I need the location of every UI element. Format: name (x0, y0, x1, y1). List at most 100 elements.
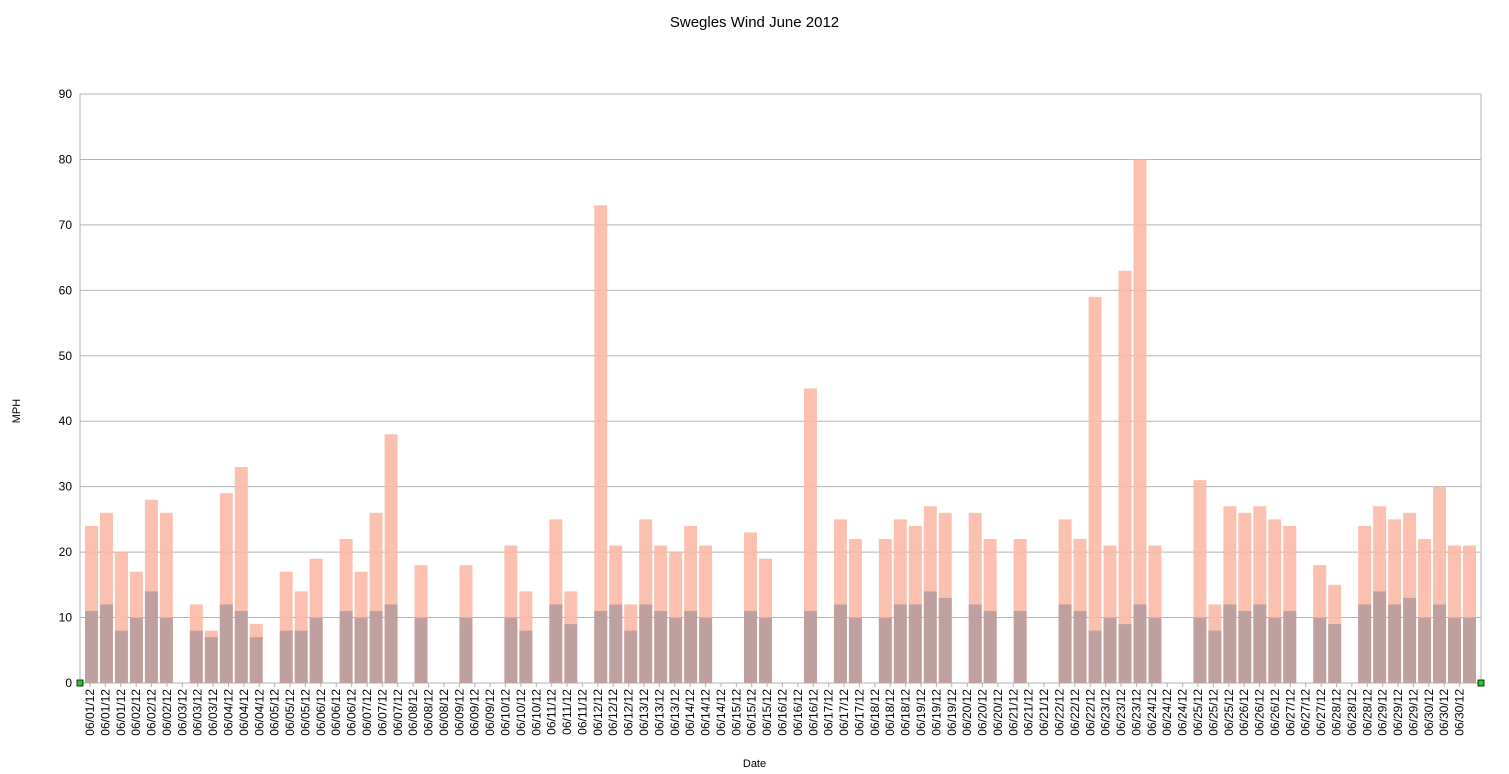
bar (1133, 159, 1147, 683)
bar (594, 205, 608, 683)
x-tick-label: 06/12/12 (591, 689, 605, 736)
bar (1208, 630, 1222, 683)
bar (369, 611, 383, 683)
x-tick-label: 06/11/12 (545, 689, 559, 735)
bar (699, 617, 713, 683)
x-tick-label: 06/27/12 (1299, 689, 1313, 736)
x-tick-label: 06/21/12 (1037, 689, 1051, 736)
bar (968, 604, 982, 683)
x-tick-label: 06/01/12 (83, 689, 97, 736)
bar (744, 611, 758, 683)
x-tick-label: 06/16/12 (776, 689, 790, 736)
bar (1283, 611, 1297, 683)
x-tick-label: 06/22/12 (1083, 689, 1097, 736)
x-tick-label: 06/05/12 (298, 689, 312, 736)
bar (1103, 617, 1117, 683)
y-tick-label: 60 (59, 283, 73, 297)
chart-title: Swegles Wind June 2012 (669, 14, 840, 31)
bar (99, 604, 113, 683)
bar (564, 624, 578, 683)
x-tick-label: 06/24/12 (1176, 689, 1190, 736)
x-tick-label: 06/23/12 (1099, 689, 1113, 736)
x-tick-label: 06/16/12 (806, 689, 820, 736)
bar (878, 617, 892, 683)
bar (1328, 624, 1342, 683)
bar (654, 611, 668, 683)
y-tick-label: 70 (59, 218, 73, 232)
x-tick-label: 06/28/12 (1330, 689, 1344, 736)
x-tick-label: 06/03/12 (191, 689, 205, 736)
x-tick-label: 06/08/12 (406, 689, 420, 736)
bar (384, 604, 398, 683)
x-tick-label: 06/04/12 (237, 689, 251, 736)
bar (519, 630, 533, 683)
axis-start-marker (76, 679, 84, 687)
bar (1118, 624, 1132, 683)
bar (684, 611, 698, 683)
x-tick-label: 06/28/12 (1345, 689, 1359, 736)
bar (1193, 617, 1207, 683)
x-tick-label: 06/10/12 (529, 689, 543, 736)
bar (249, 637, 263, 683)
x-tick-label: 06/14/12 (699, 689, 713, 736)
x-tick-label: 06/02/12 (145, 689, 159, 736)
bar (159, 617, 173, 683)
bar (848, 617, 862, 683)
bar (414, 617, 428, 683)
x-tick-label: 06/01/12 (114, 689, 128, 736)
bar (354, 617, 368, 683)
bar (1358, 604, 1372, 683)
x-tick-label: 06/13/12 (637, 689, 651, 736)
bar (803, 611, 817, 683)
x-tick-label: 06/29/12 (1406, 689, 1420, 736)
bar (1148, 617, 1162, 683)
bar (339, 611, 353, 683)
x-tick-label: 06/02/12 (160, 689, 174, 736)
x-tick-label: 06/13/12 (668, 689, 682, 736)
x-tick-label: 06/21/12 (1006, 689, 1020, 736)
x-tick-label: 06/09/12 (483, 689, 497, 736)
bar (1463, 617, 1476, 683)
x-tick-label: 06/25/12 (1222, 689, 1236, 736)
bar (1388, 604, 1402, 683)
x-axis-title: Date (742, 758, 767, 770)
x-tick-label: 06/19/12 (914, 689, 928, 736)
x-tick-label: 06/07/12 (360, 689, 374, 736)
x-tick-label: 06/20/12 (976, 689, 990, 736)
bar (1433, 604, 1447, 683)
y-tick-label: 0 (65, 676, 72, 690)
x-tick-label: 06/30/12 (1422, 689, 1436, 736)
x-tick-label: 06/30/12 (1453, 689, 1467, 736)
x-tick-label: 06/08/12 (422, 689, 436, 736)
x-tick-label: 06/18/12 (883, 689, 897, 736)
x-tick-label: 06/14/12 (683, 689, 697, 736)
bar (459, 617, 473, 683)
y-tick-label: 10 (59, 611, 73, 625)
bar (144, 591, 158, 683)
y-tick-label: 20 (59, 545, 73, 559)
bar (1013, 611, 1027, 683)
bar (1223, 604, 1237, 683)
bar (204, 637, 218, 683)
bar (759, 617, 773, 683)
x-tick-label: 06/13/12 (652, 689, 666, 736)
bar (1373, 591, 1387, 683)
bar (1253, 604, 1267, 683)
x-tick-label: 06/05/12 (283, 689, 297, 736)
x-tick-label: 06/17/12 (852, 689, 866, 736)
x-tick-label: 06/11/12 (560, 689, 574, 735)
bar (1403, 597, 1417, 683)
x-tick-label: 06/22/12 (1068, 689, 1082, 736)
x-tick-label: 06/06/12 (345, 689, 359, 736)
bar (833, 604, 847, 683)
bar (189, 630, 203, 683)
x-tick-label: 06/28/12 (1360, 689, 1374, 736)
x-tick-label: 06/29/12 (1376, 689, 1390, 736)
x-tick-label: 06/24/12 (1145, 689, 1159, 736)
bar (893, 604, 907, 683)
bar (1088, 630, 1102, 683)
bar (803, 388, 817, 683)
x-tick-label: 06/20/12 (960, 689, 974, 736)
